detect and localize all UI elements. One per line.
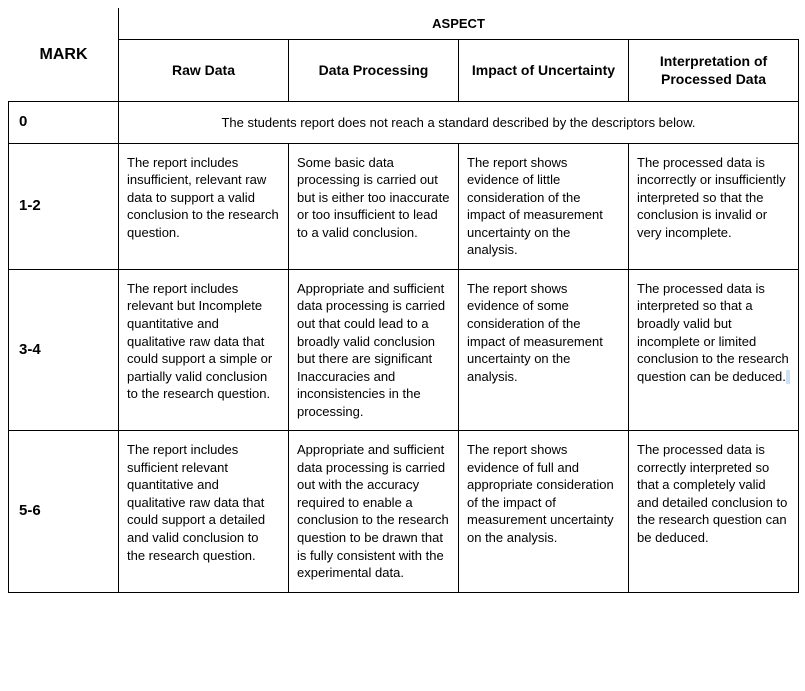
header-col-interpretation: Interpretation of Processed Data — [629, 39, 799, 102]
table-row: 0The students report does not reach a st… — [9, 102, 799, 143]
descriptor-cell: The report includes relevant but Incompl… — [119, 269, 289, 430]
descriptor-cell: The processed data is incorrectly or ins… — [629, 143, 799, 269]
header-aspect: ASPECT — [119, 9, 799, 40]
table-row: 5-6The report includes sufficient releva… — [9, 431, 799, 592]
header-col-impact: Impact of Uncertainty — [459, 39, 629, 102]
rubric-table: MARK ASPECT Raw Data Data Processing Imp… — [8, 8, 799, 593]
full-span-descriptor: The students report does not reach a sta… — [119, 102, 799, 143]
descriptor-cell: The report shows evidence of full and ap… — [459, 431, 629, 592]
header-col-raw-data: Raw Data — [119, 39, 289, 102]
rubric-body: 0The students report does not reach a st… — [9, 102, 799, 592]
header-mark: MARK — [9, 9, 119, 102]
descriptor-cell: The processed data is correctly interpre… — [629, 431, 799, 592]
descriptor-cell: The report shows evidence of some consid… — [459, 269, 629, 430]
mark-cell: 3-4 — [9, 269, 119, 430]
descriptor-cell: The report includes insufficient, releva… — [119, 143, 289, 269]
table-row: 1-2The report includes insufficient, rel… — [9, 143, 799, 269]
header-col-data-processing: Data Processing — [289, 39, 459, 102]
mark-cell: 5-6 — [9, 431, 119, 592]
descriptor-cell: The processed data is interpreted so tha… — [629, 269, 799, 430]
text-cursor-highlight — [786, 370, 790, 384]
descriptor-cell: Appropriate and sufficient data processi… — [289, 431, 459, 592]
mark-cell: 0 — [9, 102, 119, 143]
descriptor-cell: Appropriate and sufficient data processi… — [289, 269, 459, 430]
descriptor-cell: The report shows evidence of little cons… — [459, 143, 629, 269]
descriptor-cell: The report includes sufficient relevant … — [119, 431, 289, 592]
mark-cell: 1-2 — [9, 143, 119, 269]
descriptor-cell: Some basic data processing is carried ou… — [289, 143, 459, 269]
table-row: 3-4The report includes relevant but Inco… — [9, 269, 799, 430]
